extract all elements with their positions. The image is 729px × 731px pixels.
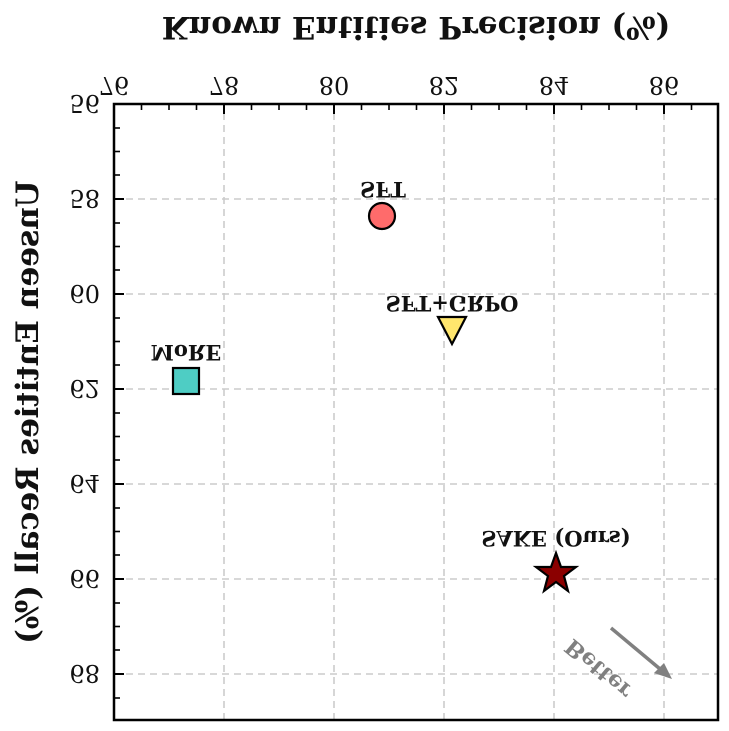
x-tick-82: 82 <box>429 71 460 99</box>
x-tick-76: 76 <box>99 71 130 99</box>
label-sake: SAKE (Ours) <box>481 526 630 551</box>
y-axis-title: Unseen Entities Recall (%) <box>10 180 46 644</box>
point-sake-star <box>532 549 580 594</box>
point-sft-grpo-triangle <box>436 315 468 347</box>
x-tick-86: 86 <box>649 71 680 99</box>
x-tick-78: 78 <box>209 71 240 99</box>
label-sft: SFT <box>360 177 406 202</box>
arrow-head-icon <box>654 663 672 679</box>
x-tick-80: 80 <box>319 71 350 99</box>
y-tick-68: 68 <box>69 659 100 687</box>
better-label: Better <box>560 633 637 704</box>
x-tick-labels: 76 78 80 82 84 86 <box>99 71 680 99</box>
y-tick-60: 60 <box>69 279 100 307</box>
plot-frame <box>112 102 720 722</box>
y-tick-labels: 56 58 60 62 64 66 68 <box>69 89 100 687</box>
y-tick-62: 62 <box>69 374 100 402</box>
point-sft-circle <box>367 201 397 231</box>
y-tick-56: 56 <box>69 89 100 117</box>
better-annotation: Better <box>560 626 672 704</box>
gridlines <box>114 104 718 720</box>
y-tick-64: 64 <box>69 469 100 497</box>
label-sft-grpo: SFT+GRPO <box>386 291 519 316</box>
x-tick-84: 84 <box>539 71 570 99</box>
y-tick-58: 58 <box>69 184 100 212</box>
label-more: MoRE <box>151 340 222 365</box>
y-tick-66: 66 <box>69 564 100 592</box>
point-more-square <box>171 366 201 396</box>
x-axis-title: Known Entities Precision (%) <box>162 9 671 45</box>
